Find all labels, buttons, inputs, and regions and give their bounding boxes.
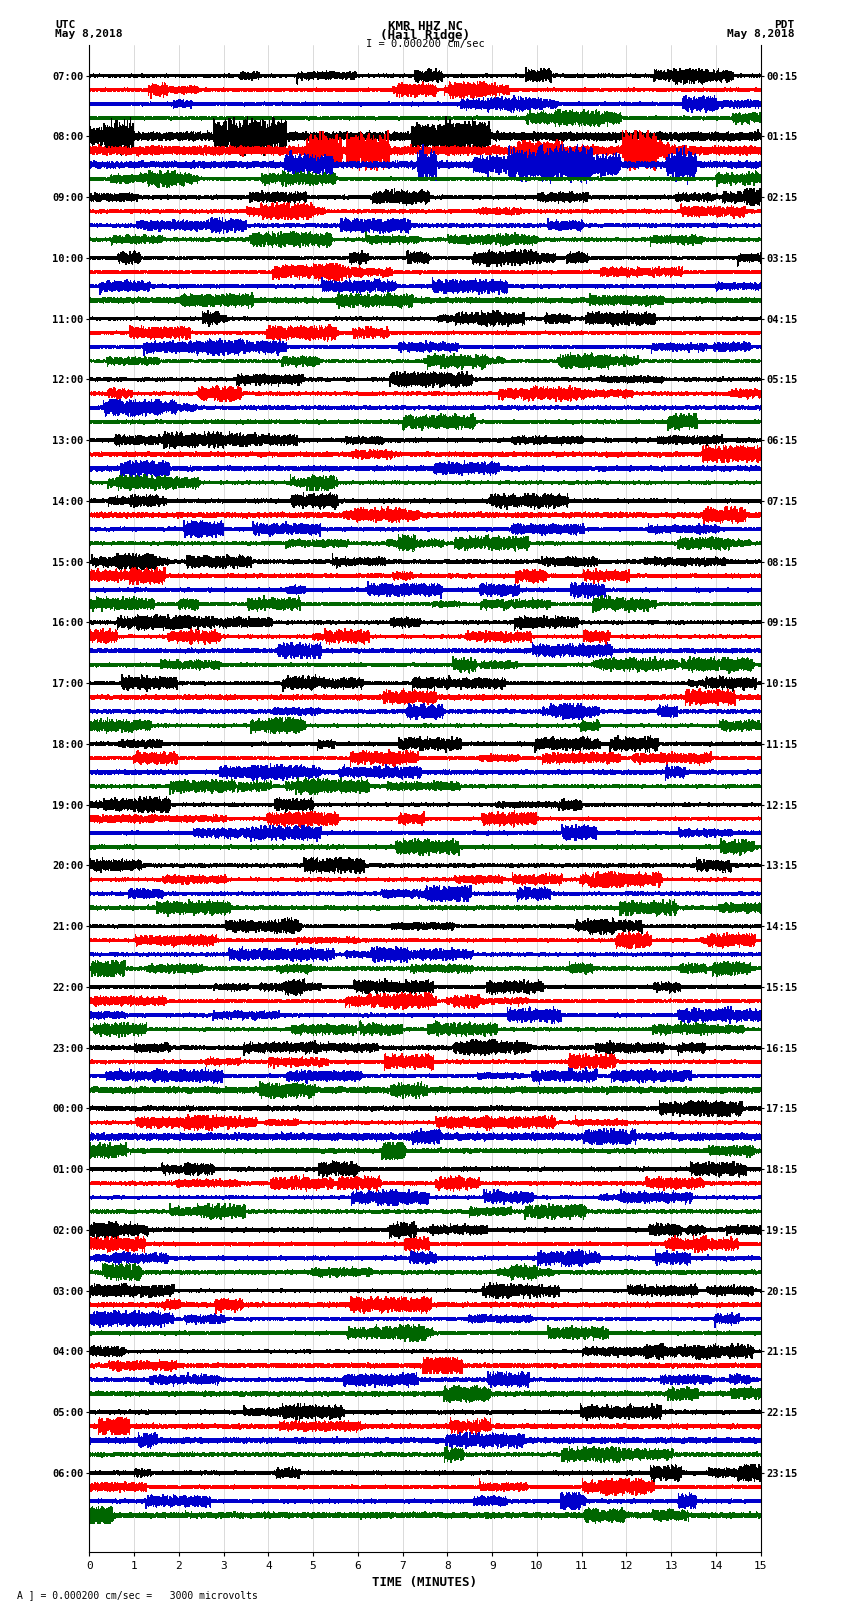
- Text: UTC: UTC: [55, 19, 76, 31]
- Text: PDT: PDT: [774, 19, 795, 31]
- Text: KMR HHZ NC: KMR HHZ NC: [388, 19, 462, 34]
- Text: I = 0.000200 cm/sec: I = 0.000200 cm/sec: [366, 39, 484, 48]
- Text: May 8,2018: May 8,2018: [55, 29, 122, 39]
- Text: (Hail Ridge): (Hail Ridge): [380, 29, 470, 42]
- Text: A ] = 0.000200 cm/sec =   3000 microvolts: A ] = 0.000200 cm/sec = 3000 microvolts: [17, 1590, 258, 1600]
- Text: May 8,2018: May 8,2018: [728, 29, 795, 39]
- X-axis label: TIME (MINUTES): TIME (MINUTES): [372, 1576, 478, 1589]
